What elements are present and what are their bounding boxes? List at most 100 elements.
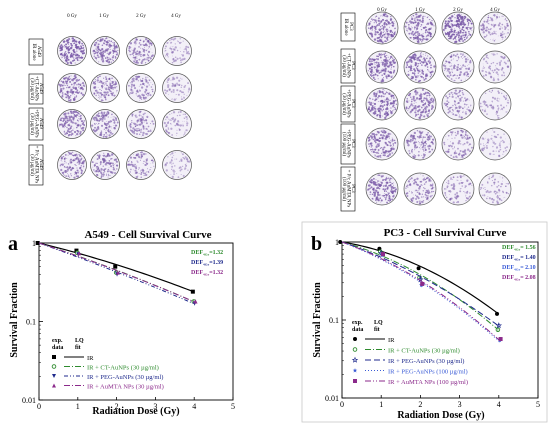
row-label-line: (30 µg/ml) xyxy=(29,78,34,100)
svg-text:A549 +CT-AuNPs: A549 +CT-AuNPs (30 µg/ml) xyxy=(29,76,43,102)
x-tick-label: 4 xyxy=(497,400,501,409)
legend-label: IR + AuMTA NPs (100 µg/ml) xyxy=(388,379,468,386)
colony-dose-headers: 0 Gy 1 Gy 2 Gy 4 Gy xyxy=(377,8,500,13)
survival-chart-pc3: b PC3 - Cell Survival Curve Survival Fra… xyxy=(301,221,548,423)
data-point xyxy=(353,337,357,341)
legend-entry: IR xyxy=(52,355,94,362)
culture-dish xyxy=(478,50,512,84)
y-tick-label: 1 xyxy=(32,239,36,248)
culture-dish xyxy=(403,87,437,121)
data-point xyxy=(35,241,40,245)
x-axis-ticks: 0 1 2 3 4 5 xyxy=(37,397,235,411)
row-label-box: PC3 +PEG-AuNPs (100 µg/ml) xyxy=(340,123,356,165)
legend-entry: IR + AuMTA NPs (100 µg/ml) xyxy=(353,379,468,386)
def-annotation: DEF4Gy=1.32 xyxy=(191,250,223,257)
row-label-line: +CT-AuNPs xyxy=(346,53,351,78)
fit-line xyxy=(341,241,500,331)
row-label-box: A549 IR alone xyxy=(28,38,44,66)
fit-line xyxy=(341,241,500,340)
culture-dish xyxy=(365,87,399,121)
culture-dish xyxy=(90,73,120,103)
colony-panel-pc3: 0 Gy 1 Gy 2 Gy 4 Gy PC3 IR alone PC3 +CT… xyxy=(340,8,512,212)
colony-row-labels: A549 IR alone A549 +CT-AuNPs (30 µg/ml) … xyxy=(28,38,44,186)
legend-header: fit xyxy=(374,327,380,333)
dose-header: 0 Gy xyxy=(377,8,387,13)
row-label-line: IR alone xyxy=(31,43,36,61)
x-tick-label: 3 xyxy=(153,402,157,411)
legend-header: exp. xyxy=(352,320,363,326)
culture-dish xyxy=(162,36,192,66)
culture-dish xyxy=(365,172,399,206)
y-axis-ticks: 0.01 0.1 1 xyxy=(325,238,346,403)
survival-chart-a549: a A549 - Cell Survival Curve Survival Fr… xyxy=(8,229,235,417)
legend-label: IR + PEG-AuNPs (30 µg/ml) xyxy=(388,358,464,365)
series xyxy=(341,241,503,342)
panel-b-frame xyxy=(301,221,548,423)
y-tick-label: 0.1 xyxy=(329,316,339,325)
culture-dish xyxy=(57,150,87,180)
colony-panel-a549: 0 Gy 1 Gy 2 Gy 4 Gy A549 IR alone A549 +… xyxy=(28,14,192,186)
x-tick-label: 3 xyxy=(458,400,462,409)
legend-header: LQ xyxy=(75,338,84,344)
x-axis-label: Radiation Dose (Gy) xyxy=(397,410,484,421)
legend-header: LQ xyxy=(374,320,383,326)
dose-header: 1 Gy xyxy=(99,14,109,19)
data-point xyxy=(351,356,359,363)
y-tick-label: 1 xyxy=(335,238,339,247)
legend-label: IR xyxy=(87,355,94,362)
culture-dish xyxy=(365,127,399,161)
data-point xyxy=(190,289,195,294)
fit-line xyxy=(38,242,195,303)
row-label-line: + P/c AuMTA NPs xyxy=(346,170,351,208)
fit-line xyxy=(341,241,500,342)
row-label-line: +CT-AuNPs xyxy=(34,76,39,101)
data-point xyxy=(52,355,56,359)
culture-dish xyxy=(126,73,156,103)
series xyxy=(341,241,502,343)
x-tick-label: 0 xyxy=(340,400,344,409)
colony-dish-grid xyxy=(57,36,192,180)
row-label-line: A549 xyxy=(38,159,43,171)
chart-title: PC3 - Cell Survival Curve xyxy=(384,227,507,239)
row-label-line: A549 xyxy=(38,83,43,95)
row-label-line: + P/c AuMTA NPs xyxy=(34,146,39,184)
culture-dish xyxy=(365,50,399,84)
culture-dish xyxy=(441,172,475,206)
data-point xyxy=(74,248,79,253)
legend-label: IR + PEG-AuNPs (30 µg/ml) xyxy=(87,374,163,381)
legend-label: IR xyxy=(388,337,395,344)
def-annotation: DEF4Gy= 1.56 xyxy=(502,245,536,252)
row-label-line: PC3 xyxy=(348,22,353,31)
svg-text:PC3 +PEG-AuNPs: PC3 +PEG-AuNPs (30 µg/ml) xyxy=(341,89,355,119)
x-tick-label: 0 xyxy=(37,402,41,411)
row-label-line: +PEG-AuNPs xyxy=(34,109,39,137)
legend-entry: IR xyxy=(353,337,395,344)
y-axis-label: Survival Fraction xyxy=(9,282,20,358)
row-label-line: IR alone xyxy=(343,18,348,36)
plot-area: 0 1 2 3 4 5 0.01 0.1 1 xyxy=(325,238,540,409)
culture-dish xyxy=(403,11,437,45)
legend-label: IR + CT-AuNPs (30 µg/ml) xyxy=(87,365,159,372)
dose-header: 2 Gy xyxy=(136,14,146,19)
dose-header: 2 Gy xyxy=(453,8,463,13)
data-point xyxy=(51,364,57,369)
legend-header: exp. xyxy=(52,338,63,344)
legend-entry: IR + CT-AuNPs (30 µg/ml) xyxy=(352,347,460,355)
row-label-box: A549 + P/c AuMTA NPs (30 µg/ml) xyxy=(28,144,44,186)
dose-header: 4 Gy xyxy=(171,14,181,19)
colony-dose-headers: 0 Gy 1 Gy 2 Gy 4 Gy xyxy=(67,14,181,19)
legend-entry: IR + PEG-AuNPs (100 µg/ml) xyxy=(352,368,468,376)
culture-dish xyxy=(57,73,87,103)
row-label-line: (100 µg/ml) xyxy=(341,177,346,201)
panel-letter: a xyxy=(8,233,18,255)
row-label-line: PC3 xyxy=(350,99,355,108)
culture-dish xyxy=(478,127,512,161)
svg-text:A549 + P/c AuMTA NPs: A549 + P/c AuMTA NPs (30 µg/ml) xyxy=(29,146,43,185)
row-label-line: (30 µg/ml) xyxy=(341,93,346,115)
dose-header: 0 Gy xyxy=(67,14,77,19)
def-annotations: DEF4Gy=1.32 DEF4Gy=1.39 DEF4Gy=1.32 xyxy=(191,250,223,277)
panel-letter: b xyxy=(311,233,322,255)
culture-dish xyxy=(162,109,192,139)
def-annotation: DEF4Gy=1.32 xyxy=(191,270,223,277)
data-point xyxy=(52,383,56,388)
